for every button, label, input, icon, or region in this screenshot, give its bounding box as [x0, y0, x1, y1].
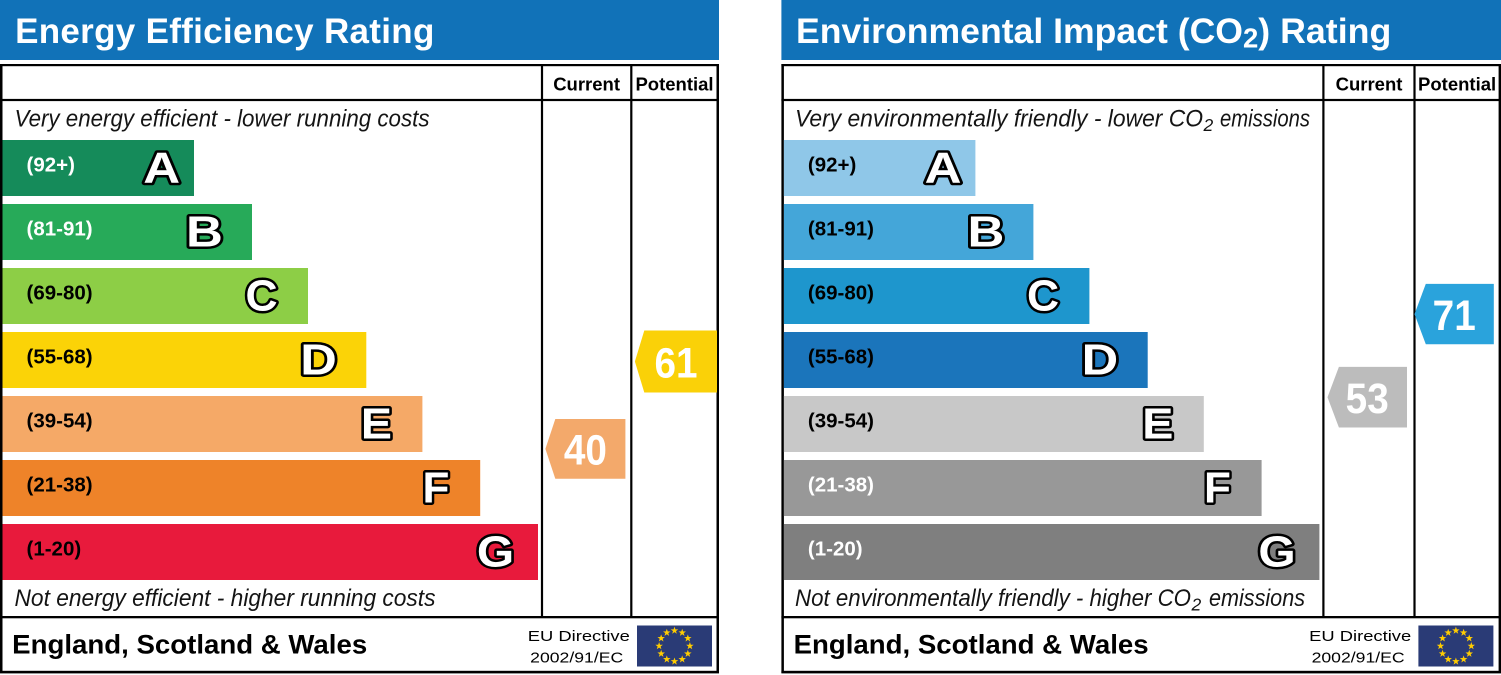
svg-text:A: A [925, 144, 962, 193]
svg-text:2: 2 [1243, 23, 1258, 54]
svg-text:D: D [1082, 336, 1119, 385]
svg-text:(81-91): (81-91) [808, 218, 874, 241]
svg-text:Energy Efficiency Rating: Energy Efficiency Rating [15, 12, 435, 51]
svg-text:) Rating: ) Rating [1258, 12, 1391, 51]
svg-text:England, Scotland & Wales: England, Scotland & Wales [12, 630, 367, 660]
svg-text:(69-80): (69-80) [27, 282, 93, 305]
svg-text:Environmental Impact (CO: Environmental Impact (CO [796, 12, 1243, 51]
svg-text:Very energy efficient - lower: Very energy efficient - lower running co… [15, 106, 430, 133]
svg-text:40: 40 [564, 426, 607, 474]
svg-text:(81-91): (81-91) [27, 218, 93, 241]
svg-text:71: 71 [1433, 291, 1476, 339]
svg-text:61: 61 [654, 338, 697, 386]
svg-text:2002/91/EC: 2002/91/EC [1312, 649, 1405, 666]
svg-text:F: F [423, 464, 450, 513]
svg-text:(1-20): (1-20) [27, 538, 82, 561]
svg-text:(55-68): (55-68) [27, 346, 93, 369]
svg-text:G: G [1258, 526, 1295, 576]
svg-text:B: B [186, 208, 223, 257]
svg-text:53: 53 [1346, 374, 1389, 422]
svg-text:(55-68): (55-68) [808, 346, 874, 369]
svg-text:(39-54): (39-54) [27, 410, 93, 433]
svg-text:England, Scotland & Wales: England, Scotland & Wales [794, 630, 1149, 660]
svg-text:E: E [1142, 399, 1173, 448]
svg-text:C: C [246, 272, 278, 321]
svg-text:(21-38): (21-38) [27, 474, 93, 497]
svg-text:(1-20): (1-20) [808, 538, 863, 561]
svg-text:F: F [1204, 464, 1231, 513]
svg-text:D: D [300, 336, 337, 385]
svg-text:2: 2 [1203, 115, 1214, 135]
svg-text:C: C [1027, 272, 1059, 321]
svg-text:B: B [967, 208, 1004, 257]
svg-text:2002/91/EC: 2002/91/EC [530, 649, 623, 666]
svg-text:E: E [361, 399, 392, 448]
svg-text:Current: Current [1336, 74, 1403, 95]
svg-text:(39-54): (39-54) [808, 410, 874, 433]
svg-text:Current: Current [553, 74, 620, 95]
svg-text:(21-38): (21-38) [808, 474, 874, 497]
svg-text:(92+): (92+) [808, 154, 856, 177]
svg-text:Potential: Potential [635, 74, 713, 95]
svg-text:emissions: emissions [1220, 106, 1310, 133]
svg-text:EU Directive: EU Directive [1309, 628, 1411, 645]
svg-text:G: G [477, 526, 514, 576]
svg-text:Very environmentally friendly: Very environmentally friendly - lower CO [795, 106, 1203, 133]
svg-text:emissions: emissions [1209, 585, 1305, 612]
svg-text:2: 2 [1191, 595, 1202, 615]
svg-text:(69-80): (69-80) [808, 282, 874, 305]
svg-text:EU Directive: EU Directive [528, 628, 630, 645]
svg-text:(92+): (92+) [27, 154, 75, 177]
svg-text:Not environmentally friendly -: Not environmentally friendly - higher CO [795, 585, 1191, 612]
svg-text:A: A [143, 144, 180, 193]
svg-text:Not energy efficient - higher: Not energy efficient - higher running co… [15, 585, 436, 612]
svg-text:Potential: Potential [1418, 74, 1496, 95]
